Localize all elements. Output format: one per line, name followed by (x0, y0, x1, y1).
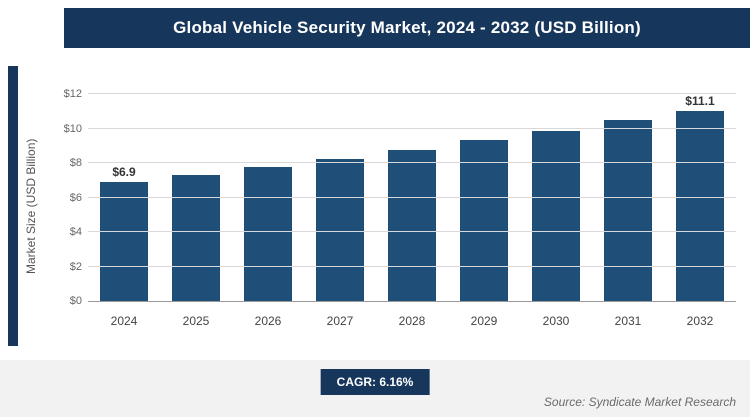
y-tick-label: $2 (69, 260, 82, 273)
y-tick-label: $10 (63, 122, 82, 135)
y-axis-label: Market Size (USD Billion) (24, 138, 38, 274)
x-tick-label: 2031 (614, 314, 642, 328)
x-tick-label: 2024 (110, 314, 138, 328)
chart-section: Market Size (USD Billion) $6.9 $11.1 $0 $2… (8, 66, 742, 346)
gridline (88, 127, 736, 129)
source-text: Source: Syndicate Market Research (543, 395, 736, 409)
y-tick-label: $12 (63, 88, 82, 100)
bar (459, 140, 508, 301)
cagr-badge: CAGR: 6.16% (320, 369, 430, 395)
bar-column: $11.1 (664, 94, 736, 301)
bar-column (520, 94, 592, 301)
bar-column (304, 94, 376, 301)
bar (99, 181, 148, 301)
plot-area: $6.9 $11.1 $0 $2 $4 $6 $8 $10 $12 2024 2025 2026 2… (44, 66, 742, 346)
x-tick-label: 2028 (398, 314, 426, 328)
bar (387, 149, 436, 301)
bar (243, 166, 292, 301)
bar-column (232, 94, 304, 301)
bar-column (160, 94, 232, 301)
bar-column (448, 94, 520, 301)
gridline (88, 231, 736, 233)
bar-value-label: $6.9 (112, 164, 136, 179)
bar (675, 111, 724, 301)
y-tick-label: $6 (69, 191, 82, 204)
y-tick-label: $8 (69, 157, 82, 170)
bar (531, 130, 580, 301)
bar (171, 174, 220, 301)
left-accent-strip (8, 66, 18, 346)
x-tick-label: 2032 (686, 314, 714, 328)
footer: CAGR: 6.16% Source: Syndicate Market Res… (0, 360, 750, 417)
y-tick-label: $4 (69, 226, 82, 239)
bar-column (376, 94, 448, 301)
chart-title: Global Vehicle Security Market, 2024 - 2… (173, 18, 641, 37)
gridlines: $6.9 $11.1 $0 $2 $4 $6 $8 $10 $12 (64, 88, 736, 307)
bars: $6.9 $11.1 (88, 94, 736, 301)
x-tick-label: 2030 (542, 314, 570, 328)
bar-column: $6.9 (88, 94, 160, 301)
bar (315, 158, 364, 301)
gridline (88, 93, 736, 94)
gridline (88, 265, 736, 267)
gridline (88, 196, 736, 198)
y-tick-label: $0 (69, 295, 82, 307)
bar-column (592, 94, 664, 301)
bar (603, 120, 652, 301)
x-labels: 2024 2025 2026 2027 2028 2029 2030 2031 2032 (88, 314, 736, 328)
bar-value-label: $11.1 (685, 94, 715, 108)
x-tick-label: 2025 (182, 314, 210, 328)
x-tick-label: 2026 (254, 314, 282, 328)
x-tick-label: 2027 (326, 314, 354, 328)
chart-title-bar: Global Vehicle Security Market, 2024 - 2… (64, 8, 750, 48)
x-tick-label: 2029 (470, 314, 498, 328)
gridline (88, 162, 736, 164)
